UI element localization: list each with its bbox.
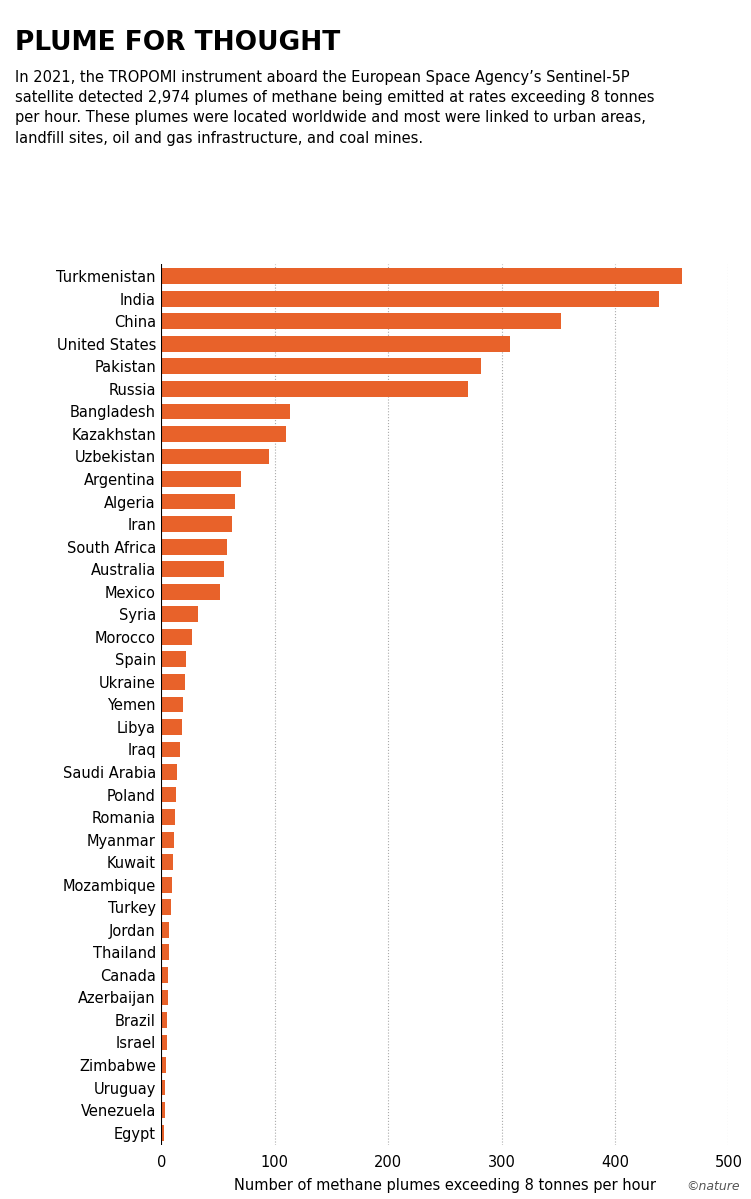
Bar (161, 855, 173, 870)
Bar (161, 561, 224, 577)
Bar (161, 832, 174, 848)
Bar (161, 651, 186, 667)
Text: PLUME FOR THOUGHT: PLUME FOR THOUGHT (15, 30, 340, 56)
Bar (161, 584, 221, 600)
Bar (161, 629, 192, 645)
Bar (161, 1012, 167, 1028)
Bar (161, 1125, 164, 1140)
Bar (161, 966, 168, 983)
Bar (161, 426, 286, 442)
Bar (161, 1058, 166, 1073)
Bar (161, 336, 510, 351)
Bar (161, 674, 185, 689)
X-axis label: Number of methane plumes exceeding 8 tonnes per hour: Number of methane plumes exceeding 8 ton… (234, 1179, 656, 1193)
Bar (161, 607, 198, 622)
Text: In 2021, the TROPOMI instrument aboard the European Space Agency’s Sentinel-5P
s: In 2021, the TROPOMI instrument aboard t… (15, 70, 655, 146)
Bar (161, 1035, 167, 1050)
Bar (161, 945, 170, 960)
Bar (161, 291, 659, 307)
Bar (161, 1102, 165, 1117)
Bar (161, 381, 468, 397)
Bar (161, 922, 170, 938)
Bar (161, 404, 290, 420)
Bar (161, 313, 561, 330)
Bar (161, 1079, 165, 1096)
Bar (161, 448, 269, 464)
Bar (161, 876, 172, 892)
Bar (161, 359, 481, 374)
Bar (161, 899, 170, 915)
Bar (161, 809, 175, 825)
Bar (161, 787, 176, 802)
Bar (161, 269, 682, 284)
Bar (161, 517, 232, 532)
Bar (161, 742, 179, 758)
Bar (161, 719, 182, 735)
Bar (161, 538, 228, 554)
Bar (161, 697, 183, 712)
Bar (161, 764, 177, 779)
Text: ©nature: ©nature (686, 1180, 740, 1193)
Bar (161, 989, 168, 1005)
Bar (161, 494, 235, 510)
Bar (161, 471, 241, 487)
